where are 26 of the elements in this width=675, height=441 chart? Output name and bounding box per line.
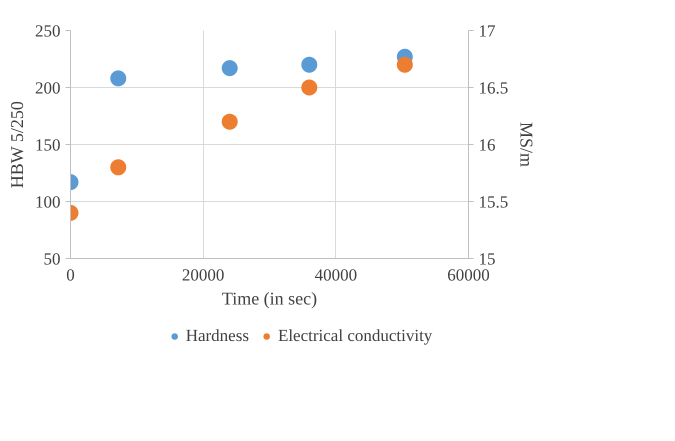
y2-axis-title: MS/m [516, 122, 536, 168]
y2-tick-label: 15.5 [478, 192, 508, 212]
y-tick-label: 150 [35, 136, 60, 154]
y2-tick-label: 15 [478, 250, 496, 268]
y-tick-label: 100 [35, 192, 60, 212]
point [222, 60, 238, 76]
legend-label: Electrical conductivity [278, 326, 432, 346]
y-tick-label: 250 [35, 22, 60, 40]
point [396, 56, 413, 73]
x-tick-label: 40000 [314, 266, 358, 284]
point [110, 70, 126, 86]
y-tick-label: 200 [35, 78, 60, 98]
y2-tick-label: 17 [478, 22, 496, 40]
x-tick-label: 20000 [182, 266, 224, 284]
point [301, 80, 318, 96]
y2-tick-label: 16.5 [478, 78, 508, 98]
x-tick-label: 0 [66, 266, 75, 284]
y-axis-title: HBW 5/250 [7, 101, 27, 188]
legend-label: Hardness [186, 326, 249, 346]
x-axis-title: Time (in sec) [222, 288, 318, 308]
x-tick-label: 60000 [447, 266, 490, 284]
point [110, 159, 126, 176]
y-tick-label: 50 [44, 250, 60, 268]
point [301, 56, 318, 73]
point [222, 114, 238, 130]
y2-tick-label: 16 [478, 136, 496, 154]
